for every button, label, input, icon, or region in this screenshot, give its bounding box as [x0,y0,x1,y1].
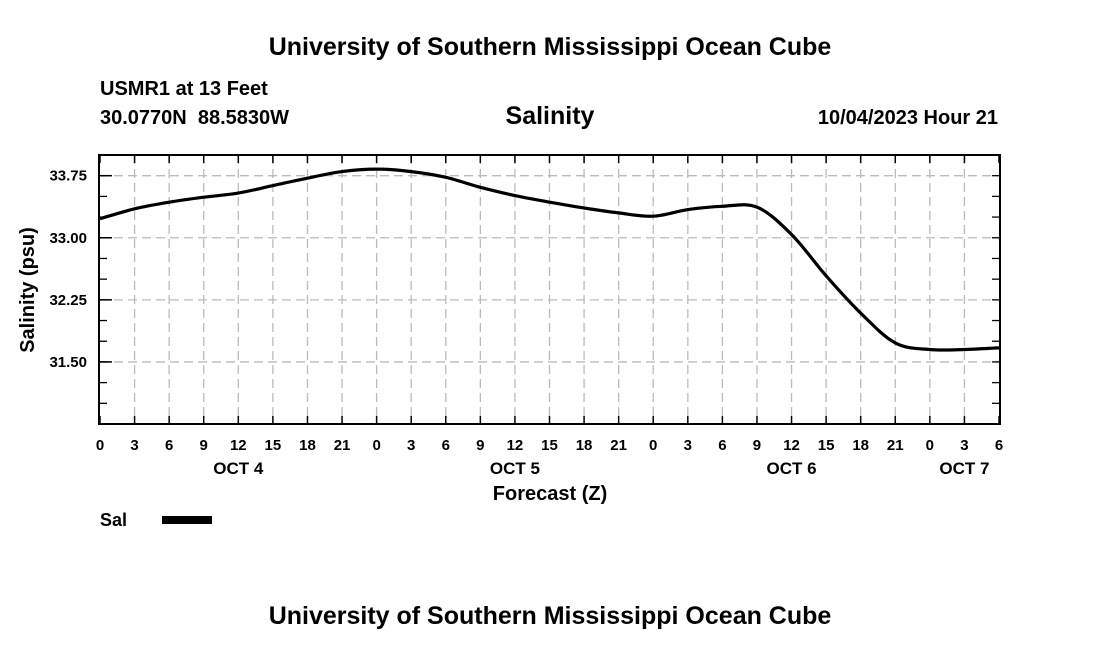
x-tick-label: 21 [610,437,627,454]
x-tick-label: 21 [887,437,904,454]
date-label: 10/04/2023 Hour 21 [818,107,998,129]
y-tick-label: 33.75 [49,168,87,185]
y-tick-label: 33.00 [49,230,87,247]
x-tick-label: 3 [130,437,138,454]
x-tick-label: 12 [230,437,247,454]
day-label: OCT 5 [490,459,540,478]
x-tick-label: 3 [684,437,692,454]
day-label: OCT 6 [767,459,817,478]
y-tick-label: 32.25 [49,292,87,309]
x-tick-label: 15 [541,437,558,454]
x-tick-label: 0 [372,437,380,454]
x-tick-label: 12 [507,437,524,454]
grid [100,155,999,424]
x-tick-label: 18 [576,437,593,454]
day-label: OCT 4 [213,459,264,478]
x-tick-label: 9 [200,437,208,454]
plot-frame [98,154,1001,425]
x-tick-label: 18 [852,437,869,454]
x-tick-label: 0 [649,437,657,454]
tick-labels: 0 3 6 9 12 15 18 21 0 3 6 9 12 15 18 21 0 3 6 9 12 15 18 21 0 3 6 3… [49,168,1003,478]
x-tick-label: 12 [783,437,800,454]
x-tick-label: 6 [995,437,1003,454]
x-tick-label: 15 [265,437,282,454]
day-label: OCT 7 [939,459,989,478]
series-layer [99,167,1000,352]
x-tick-label: 9 [476,437,484,454]
y-axis-label: Salinity (psu) [17,227,39,353]
x-tick-label: 6 [442,437,450,454]
x-tick-label: 3 [407,437,415,454]
axis-ticks [99,155,1000,424]
x-tick-label: 6 [718,437,726,454]
legend-label-sal: Sal [100,510,127,530]
x-axis-label: Forecast (Z) [493,483,607,505]
main-title: University of Southern Mississippi Ocean… [269,33,832,61]
x-tick-label: 9 [753,437,761,454]
x-tick-label: 21 [334,437,351,454]
x-tick-label: 15 [818,437,835,454]
x-tick-label: 3 [960,437,968,454]
x-tick-label: 18 [299,437,316,454]
coordinates-label: 30.0770N 88.5830W [100,107,289,129]
footer-title: University of Southern Mississippi Ocean… [269,602,832,630]
chart-title: Salinity [506,102,595,130]
series-line-sal [99,167,1000,352]
station-label: USMR1 at 13 Feet [100,78,268,100]
x-tick-label: 0 [96,437,104,454]
y-tick-label: 31.50 [49,354,87,371]
legend: Sal [100,510,212,530]
x-tick-label: 0 [926,437,934,454]
x-tick-label: 6 [165,437,173,454]
